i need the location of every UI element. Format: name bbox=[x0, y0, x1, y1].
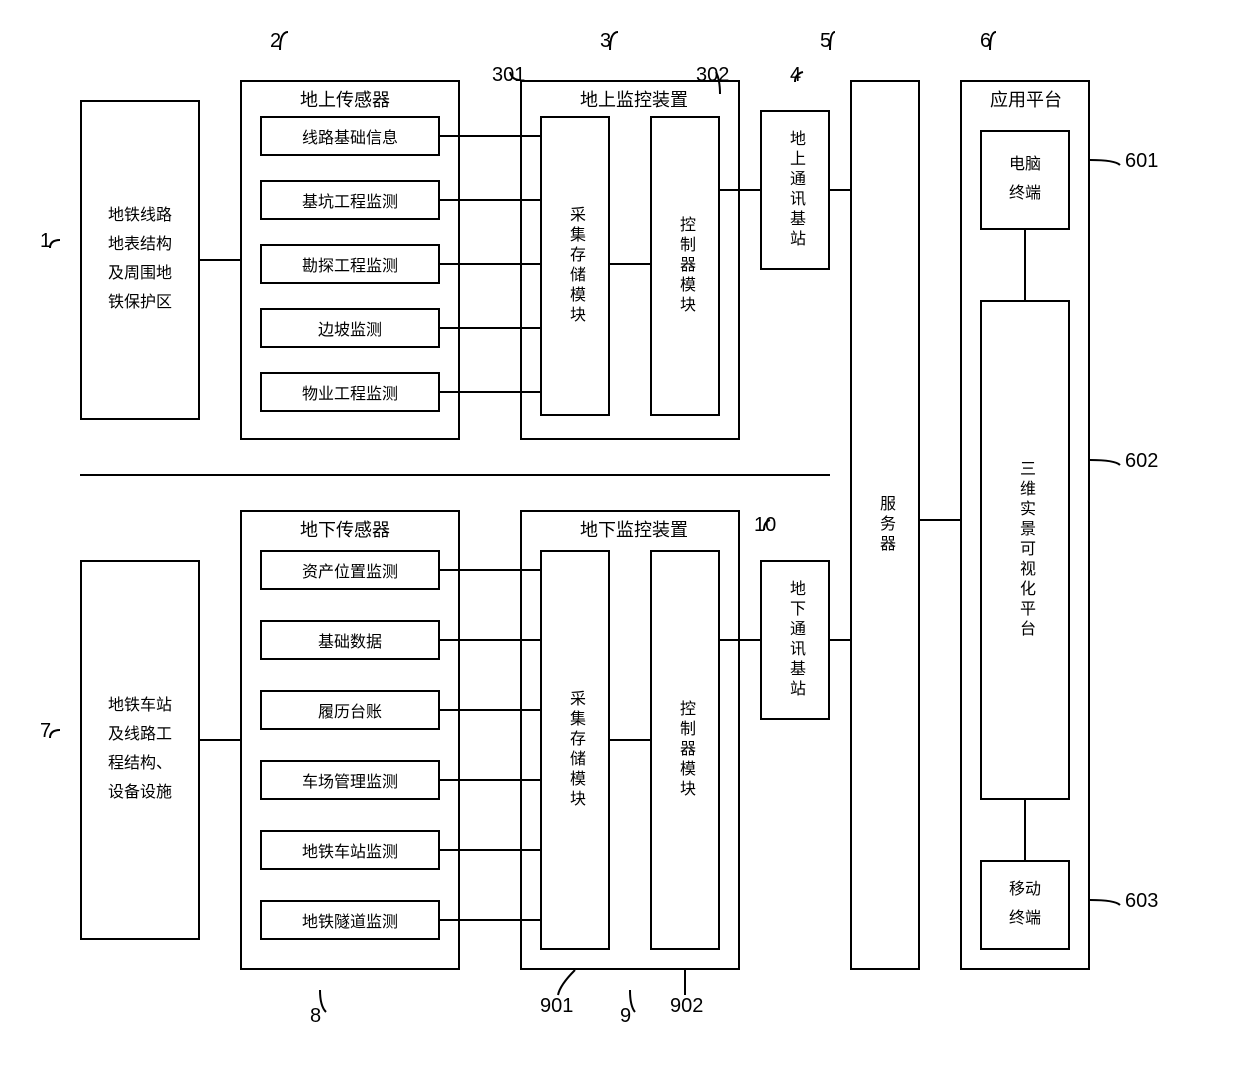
platform-viz-box: 三维实景可视化平台 bbox=[980, 300, 1070, 800]
lower-control-label: 控制器模块 bbox=[673, 700, 697, 800]
lower-collect-label: 采集存储模块 bbox=[563, 690, 587, 810]
lower-station-box: 地下通讯基站 bbox=[760, 560, 830, 720]
callout-7: 7 bbox=[40, 720, 51, 743]
upper-source-box: 地铁线路地表结构及周围地铁保护区 bbox=[80, 100, 200, 420]
upper-station-box: 地上通讯基站 bbox=[760, 110, 830, 270]
callout-5: 5 bbox=[820, 30, 831, 53]
callout-902: 902 bbox=[670, 995, 703, 1018]
platform-mobile-box: 移动终端 bbox=[980, 860, 1070, 950]
callout-1: 1 bbox=[40, 230, 51, 253]
platform-pc-label: 电脑终端 bbox=[1009, 151, 1041, 209]
server-label: 服务器 bbox=[873, 495, 897, 555]
platform-mobile-label: 移动终端 bbox=[1009, 876, 1041, 934]
upper-sensor-item-1: 基坑工程监测 bbox=[260, 180, 440, 220]
callout-301: 301 bbox=[492, 64, 525, 87]
callout-2: 2 bbox=[270, 30, 281, 53]
lower-sensor-item-0: 资产位置监测 bbox=[260, 550, 440, 590]
callout-302: 302 bbox=[696, 64, 729, 87]
lower-source-label: 地铁车站及线路工程结构、设备设施 bbox=[108, 692, 172, 807]
platform-pc-box: 电脑终端 bbox=[980, 130, 1070, 230]
lower-sensor-item-4: 地铁车站监测 bbox=[260, 830, 440, 870]
callout-603: 603 bbox=[1125, 890, 1158, 913]
upper-station-label: 地上通讯基站 bbox=[783, 130, 807, 250]
lower-sensor-item-5: 地铁隧道监测 bbox=[260, 900, 440, 940]
lower-station-label: 地下通讯基站 bbox=[783, 580, 807, 700]
upper-source-label: 地铁线路地表结构及周围地铁保护区 bbox=[108, 202, 172, 317]
callout-10: 10 bbox=[754, 514, 776, 537]
upper-collect-box: 采集存储模块 bbox=[540, 116, 610, 416]
callout-901: 901 bbox=[540, 995, 573, 1018]
callout-6: 6 bbox=[980, 30, 991, 53]
lower-sensors-title: 地下传感器 bbox=[300, 516, 390, 542]
upper-collect-label: 采集存储模块 bbox=[563, 206, 587, 326]
upper-monitor-title: 地上监控装置 bbox=[580, 86, 688, 112]
server-box: 服务器 bbox=[850, 80, 920, 970]
upper-sensor-item-0: 线路基础信息 bbox=[260, 116, 440, 156]
callout-9: 9 bbox=[620, 1005, 631, 1028]
upper-sensor-item-4: 物业工程监测 bbox=[260, 372, 440, 412]
callout-4: 4 bbox=[790, 64, 801, 87]
lower-monitor-title: 地下监控装置 bbox=[580, 516, 688, 542]
callout-601: 601 bbox=[1125, 150, 1158, 173]
lower-control-box: 控制器模块 bbox=[650, 550, 720, 950]
lower-collect-box: 采集存储模块 bbox=[540, 550, 610, 950]
upper-sensor-item-3: 边坡监测 bbox=[260, 308, 440, 348]
platform-viz-label: 三维实景可视化平台 bbox=[1013, 460, 1037, 640]
upper-sensor-item-2: 勘探工程监测 bbox=[260, 244, 440, 284]
lower-source-box: 地铁车站及线路工程结构、设备设施 bbox=[80, 560, 200, 940]
upper-control-box: 控制器模块 bbox=[650, 116, 720, 416]
callout-3: 3 bbox=[600, 30, 611, 53]
lower-sensor-item-3: 车场管理监测 bbox=[260, 760, 440, 800]
callout-602: 602 bbox=[1125, 450, 1158, 473]
lower-sensor-item-1: 基础数据 bbox=[260, 620, 440, 660]
upper-sensors-title: 地上传感器 bbox=[300, 86, 390, 112]
platform-title: 应用平台 bbox=[990, 86, 1062, 112]
callout-8: 8 bbox=[310, 1005, 321, 1028]
lower-sensor-item-2: 履历台账 bbox=[260, 690, 440, 730]
upper-control-label: 控制器模块 bbox=[673, 216, 697, 316]
